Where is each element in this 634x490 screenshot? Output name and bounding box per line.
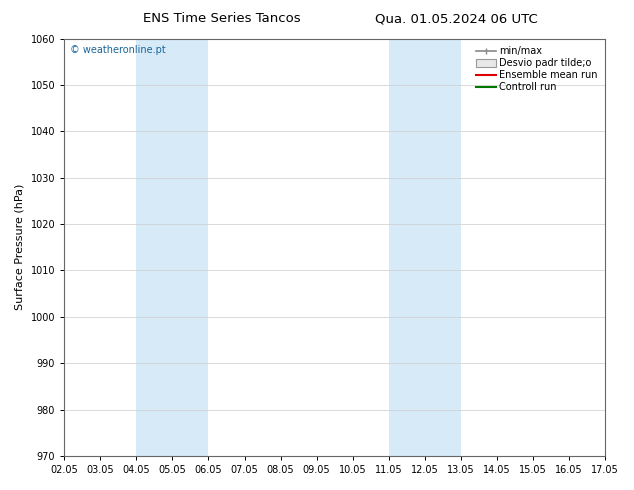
Text: Qua. 01.05.2024 06 UTC: Qua. 01.05.2024 06 UTC <box>375 12 538 25</box>
Text: ENS Time Series Tancos: ENS Time Series Tancos <box>143 12 301 25</box>
Bar <box>389 39 461 456</box>
Text: © weatheronline.pt: © weatheronline.pt <box>70 45 165 55</box>
Legend: min/max, Desvio padr tilde;o, Ensemble mean run, Controll run: min/max, Desvio padr tilde;o, Ensemble m… <box>474 44 600 95</box>
Y-axis label: Surface Pressure (hPa): Surface Pressure (hPa) <box>15 184 25 311</box>
Bar <box>136 39 209 456</box>
